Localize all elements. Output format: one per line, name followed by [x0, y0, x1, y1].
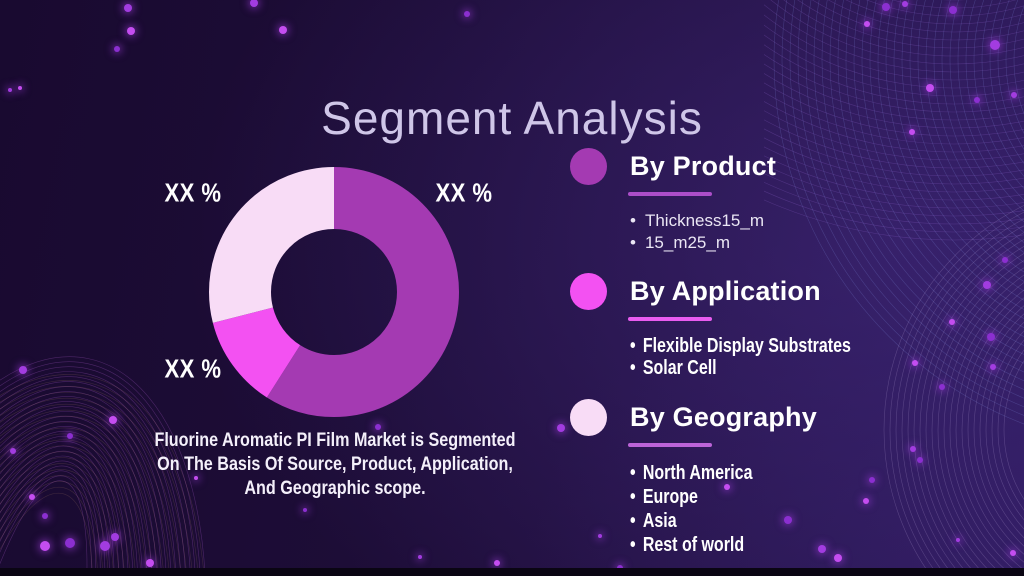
application-items-list: Flexible Display Substrates Solar Cell — [630, 335, 950, 379]
glow-dot — [926, 84, 934, 92]
glow-dot — [109, 416, 117, 424]
glow-dot — [909, 129, 915, 135]
donut-chart-container — [204, 162, 464, 422]
glow-dot — [146, 559, 154, 567]
heading-underline — [628, 192, 712, 196]
pie-label-geography: XX % — [164, 177, 222, 208]
glow-dot — [494, 560, 500, 566]
glow-dot — [18, 86, 22, 90]
glow-dot — [990, 364, 996, 370]
heading-underline — [628, 443, 712, 447]
glow-dot — [834, 554, 842, 562]
glow-dot — [8, 88, 12, 92]
glow-dot — [956, 538, 960, 542]
glow-dot — [882, 3, 890, 11]
legend-section-geography: By Geography North America Europe Asia R… — [570, 399, 950, 557]
glow-dot — [100, 541, 110, 551]
legend-item: Thickness15_m — [630, 210, 950, 232]
product-swatch-circle — [570, 148, 607, 185]
legend-heading-product: By Product — [630, 151, 777, 181]
glow-dot — [864, 21, 870, 27]
glow-dot — [194, 476, 198, 480]
glow-dot — [557, 424, 565, 432]
glow-dot — [29, 494, 35, 500]
bottom-letterbox-bar — [0, 568, 1024, 576]
glow-dot — [902, 1, 908, 7]
glow-dot — [418, 555, 422, 559]
legend-heading-application: By Application — [630, 276, 821, 306]
glow-dot — [987, 333, 995, 341]
page-title: Segment Analysis — [321, 91, 703, 144]
glow-dot — [65, 538, 75, 548]
glow-dot — [19, 366, 27, 374]
glow-dot — [990, 40, 1000, 50]
glow-dot — [375, 424, 381, 430]
glow-dot — [1011, 92, 1017, 98]
legend-item: 15_m25_m — [630, 232, 950, 254]
product-items-list: Thickness15_m 15_m25_m — [630, 210, 950, 254]
glow-dot — [250, 0, 258, 7]
legend-section-product: By Product Thickness15_m 15_m25_m — [570, 148, 950, 254]
geography-swatch-circle — [570, 399, 607, 436]
glow-dot — [10, 448, 16, 454]
glow-dot — [910, 446, 916, 452]
glow-dot — [949, 319, 955, 325]
glow-dot — [464, 11, 470, 17]
legend-section-application: By Application Flexible Display Substrat… — [570, 273, 950, 379]
pie-label-product: XX % — [435, 177, 493, 208]
glow-dot — [917, 457, 923, 463]
glow-dot — [42, 513, 48, 519]
glow-dot — [1002, 257, 1008, 263]
legend-item: Solar Cell — [630, 357, 886, 379]
geography-items-list: North America Europe Asia Rest of world — [630, 461, 950, 557]
legend-item: North America — [630, 461, 886, 485]
glow-dot — [279, 26, 287, 34]
glow-dot — [67, 433, 73, 439]
glow-dot — [111, 533, 119, 541]
glow-dot — [983, 281, 991, 289]
chart-caption: Fluorine Aromatic PI Film Market is Segm… — [154, 430, 516, 500]
glow-dot — [114, 46, 120, 52]
glow-dot — [974, 97, 980, 103]
glow-dot — [912, 360, 918, 366]
legend-item: Flexible Display Substrates — [630, 335, 886, 357]
glow-dot — [949, 6, 957, 14]
glow-dot — [598, 534, 602, 538]
glow-dot — [127, 27, 135, 35]
glow-dot — [303, 508, 307, 512]
glow-dot — [124, 4, 132, 12]
pie-label-application: XX % — [164, 353, 222, 384]
donut-chart — [209, 167, 459, 417]
legend-item: Rest of world — [630, 533, 886, 557]
legend-item: Europe — [630, 485, 886, 509]
glow-dot — [1010, 550, 1016, 556]
legend-item: Asia — [630, 509, 886, 533]
legend-heading-geography: By Geography — [630, 402, 817, 432]
heading-underline — [628, 317, 712, 321]
glow-dot — [40, 541, 50, 551]
application-swatch-circle — [570, 273, 607, 310]
glow-dot — [939, 384, 945, 390]
